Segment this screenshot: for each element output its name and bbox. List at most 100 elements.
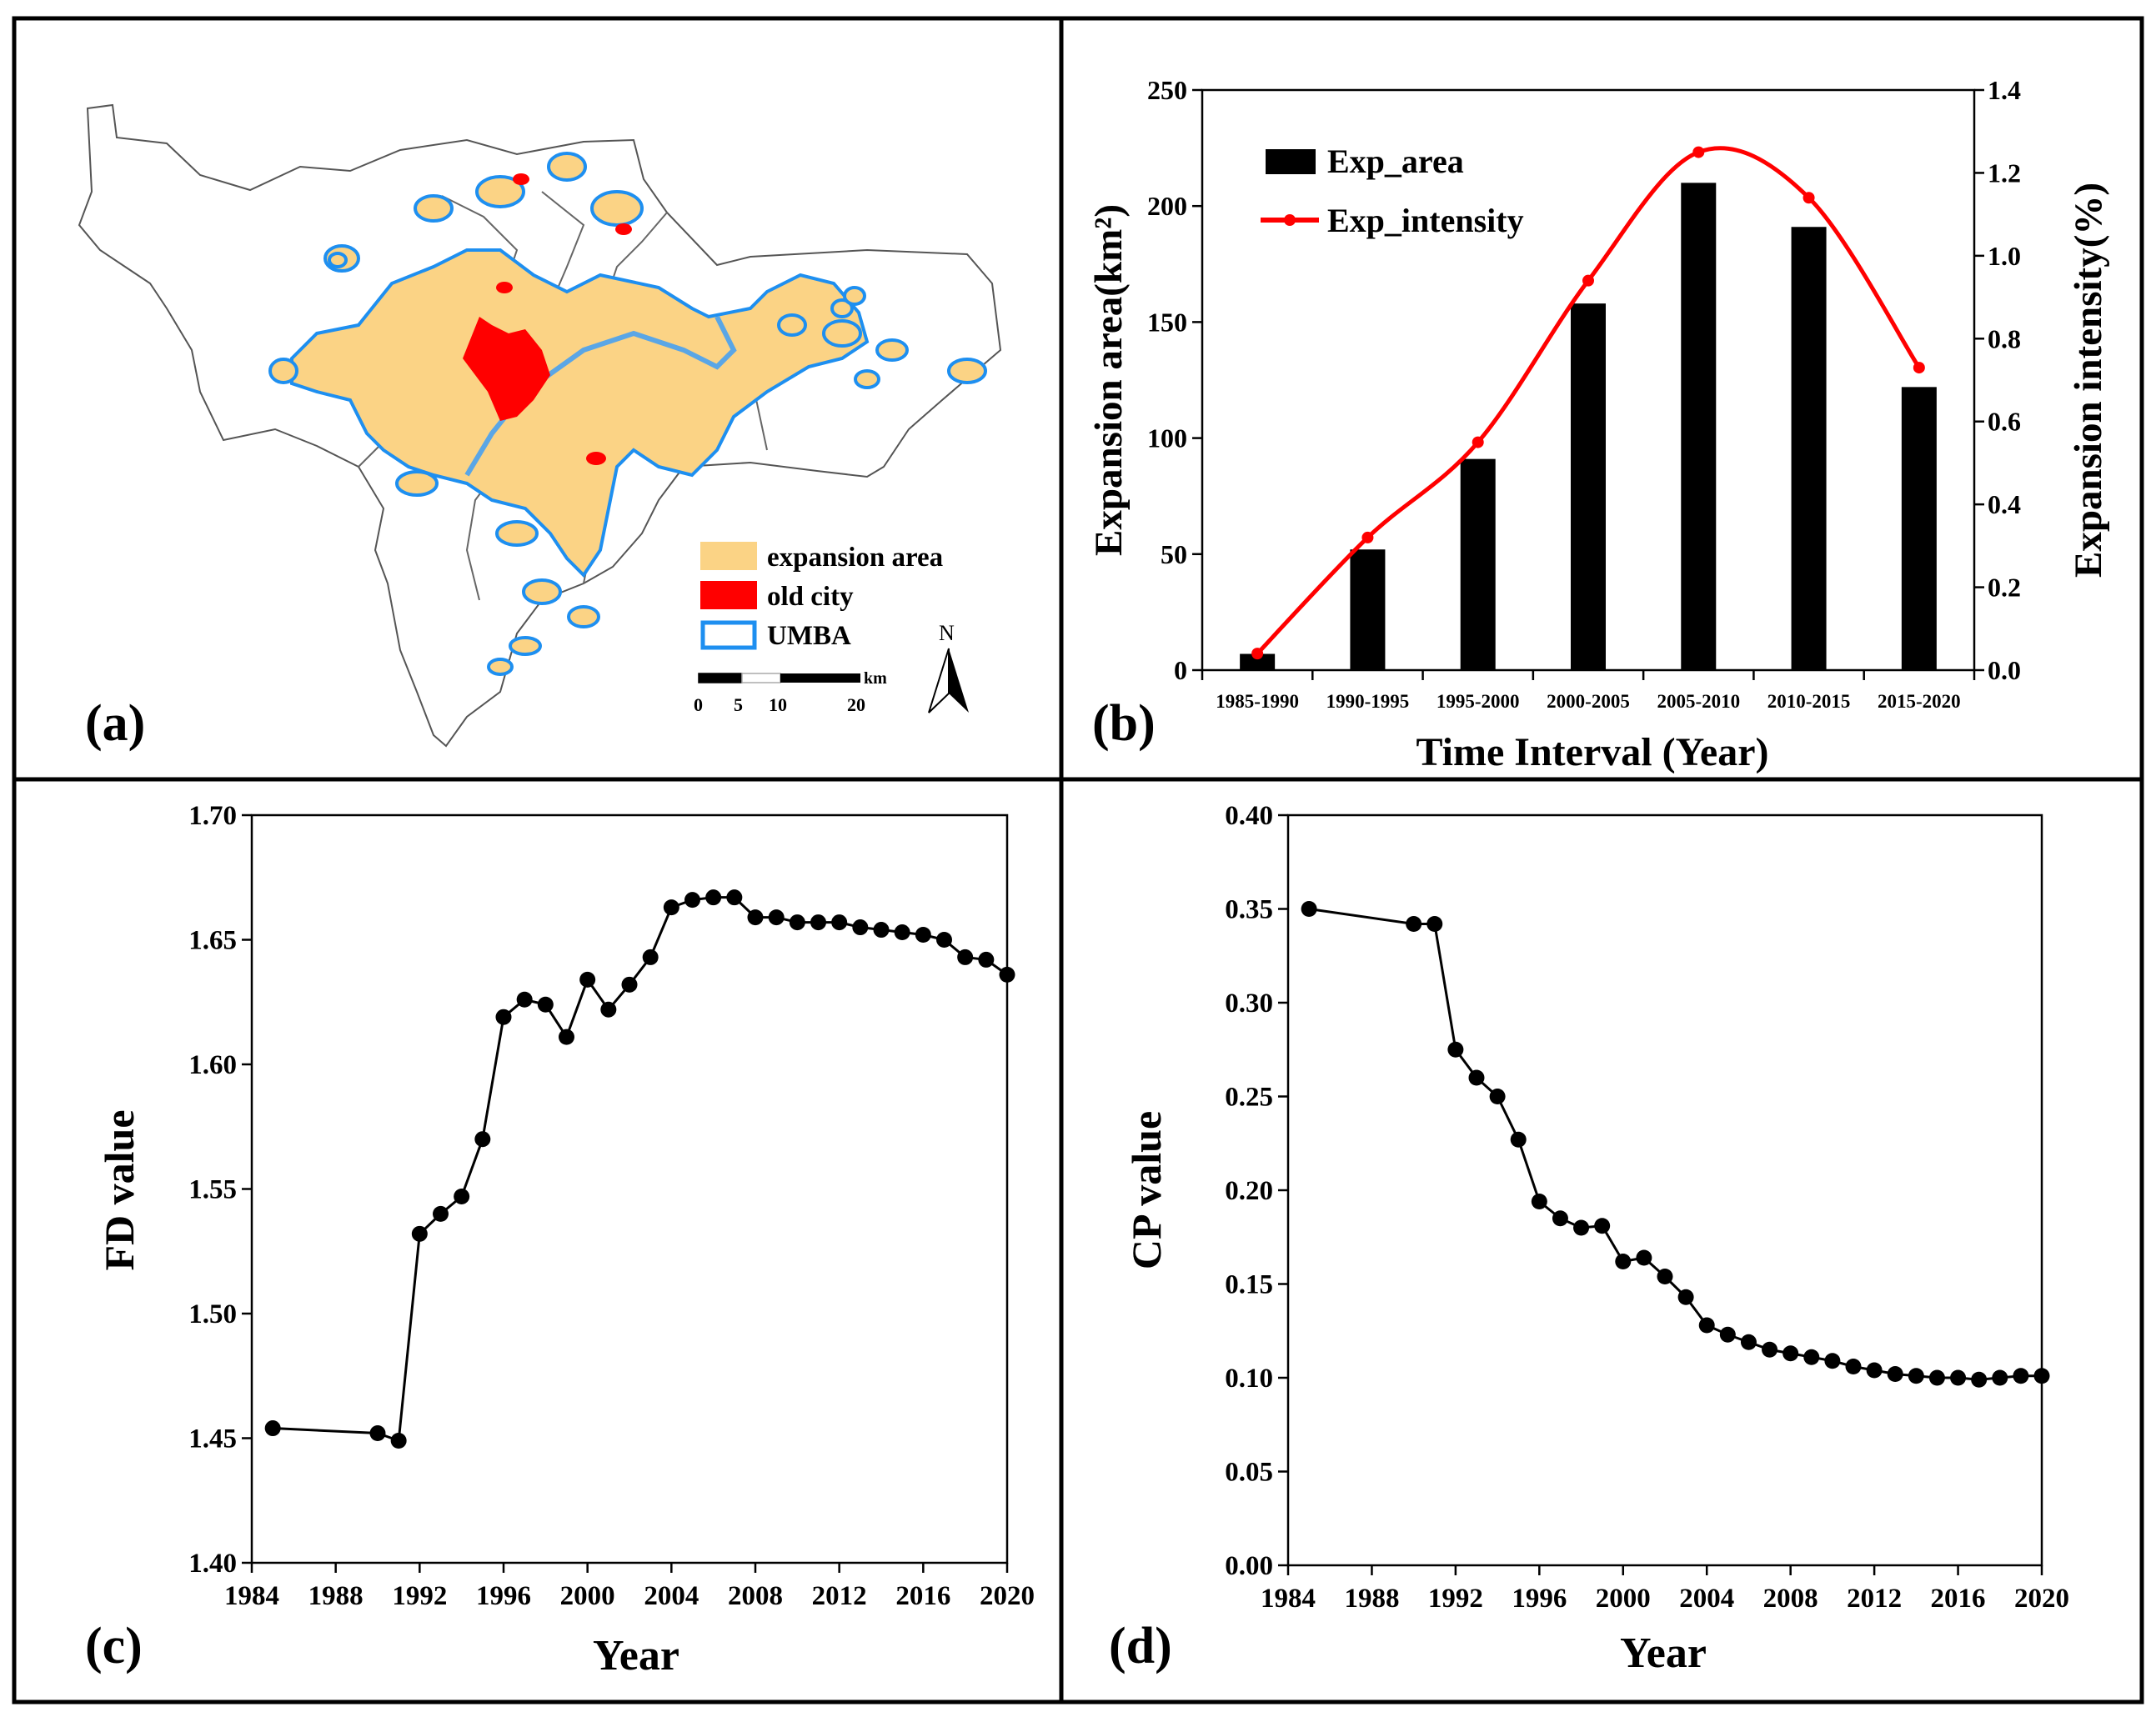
c-y-axis-title: FD value xyxy=(96,1109,143,1270)
b-intensity-point-2000-2005 xyxy=(1582,274,1594,287)
panel-d-cp-line-chart: 0.00 0.05 0.10 0.15 0.20 0.25 0.30 0.35 0.40 198… xyxy=(1109,801,2069,1677)
d-xtick-label: 2020 xyxy=(2014,1584,2069,1614)
d-ytick-label: 0.00 xyxy=(1225,1551,1273,1581)
b-xtick-label: 2005-2010 xyxy=(1657,691,1740,712)
c-xtick-label: 2004 xyxy=(644,1581,699,1611)
d-xtick-label: 1996 xyxy=(1512,1584,1567,1614)
c-ytick-label: 1.40 xyxy=(188,1549,237,1579)
c-point-1993 xyxy=(433,1205,449,1222)
b-ytick-label: 100 xyxy=(1147,423,1187,453)
d-point-2010 xyxy=(1824,1353,1841,1369)
legend-swatch-old-city xyxy=(700,581,757,609)
c-point-2017 xyxy=(936,932,952,948)
d-ytick-label: 0.15 xyxy=(1225,1270,1273,1300)
c-xtick-label: 1996 xyxy=(476,1581,531,1611)
b-y2-axis-title: Expansion intensity(%) xyxy=(2067,183,2110,578)
b-ytick-label: 200 xyxy=(1147,191,1187,221)
d-point-1994 xyxy=(1489,1089,1506,1104)
c-series-line xyxy=(273,896,1008,1443)
d-point-1990 xyxy=(1406,916,1422,932)
c-xtick-label: 1984 xyxy=(224,1581,279,1611)
d-ytick-label: 0.05 xyxy=(1225,1458,1273,1488)
b-y2tick-label: 0.0 xyxy=(1988,655,2021,685)
panel-tag-d: (d) xyxy=(1109,1618,1172,1674)
b-intensity-point-1995-2000 xyxy=(1472,436,1484,448)
north-arrow-icon: N xyxy=(928,621,969,713)
d-point-2005 xyxy=(1719,1326,1736,1343)
panel-c-fd-line-chart: 1.40 1.45 1.50 1.55 1.60 1.65 1.70 1984 1988 199… xyxy=(85,801,1035,1679)
c-point-2004 xyxy=(663,899,679,916)
d-x-axis-title: Year xyxy=(1620,1629,1707,1677)
panel-a-map: expansion area old city UMBA km 0 5 10 2… xyxy=(78,103,1002,752)
c-point-1996 xyxy=(495,1009,512,1025)
c-point-2003 xyxy=(642,949,659,965)
d-point-2004 xyxy=(1698,1317,1715,1334)
b-y-axis-title: Expansion area(km²) xyxy=(1087,204,1131,556)
panel-frames xyxy=(12,16,2144,1704)
legend-label-umba: UMBA xyxy=(767,621,851,651)
b-xtick-label: 1985-1990 xyxy=(1216,691,1299,712)
d-point-2019 xyxy=(2013,1368,2029,1384)
c-point-1998 xyxy=(537,996,554,1013)
c-point-2005 xyxy=(684,892,700,909)
c-point-2020 xyxy=(999,966,1015,983)
legend-label-old-city: old city xyxy=(767,582,854,612)
d-point-2013 xyxy=(1887,1366,1903,1382)
d-point-2001 xyxy=(1636,1249,1652,1266)
b-intensity-point-1990-1995 xyxy=(1361,531,1374,543)
b-y2tick-label: 0.6 xyxy=(1988,407,2021,437)
d-ytick-label: 0.40 xyxy=(1225,801,1273,831)
d-point-1991 xyxy=(1426,916,1443,932)
b-ytick-label: 50 xyxy=(1161,539,1187,569)
b-y2tick-label: 0.4 xyxy=(1988,489,2021,519)
d-xtick-label: 2000 xyxy=(1596,1584,1651,1614)
c-point-2011 xyxy=(810,914,826,931)
d-ytick-label: 0.35 xyxy=(1225,895,1273,925)
d-xtick-label: 1988 xyxy=(1344,1584,1399,1614)
b-y2tick-label: 0.8 xyxy=(1988,323,2021,353)
panel-tag-c: (c) xyxy=(85,1618,143,1674)
umba-patches xyxy=(268,152,987,676)
d-point-2008 xyxy=(1782,1345,1799,1362)
d-point-2016 xyxy=(1950,1369,1967,1386)
outer-frame xyxy=(12,16,2144,1704)
plot-frame-d xyxy=(1286,813,2043,1567)
c-ytick-label: 1.55 xyxy=(188,1175,237,1205)
d-xtick-label: 2012 xyxy=(1847,1584,1902,1614)
d-point-2009 xyxy=(1803,1349,1820,1365)
scale-unit: km xyxy=(864,669,887,688)
b-bar-1985-1990 xyxy=(1240,653,1276,670)
d-y-axis-title: CP value xyxy=(1123,1111,1170,1269)
c-point-2001 xyxy=(600,1001,617,1018)
c-ytick-label: 1.65 xyxy=(188,926,237,956)
c-xtick-label: 1992 xyxy=(392,1581,447,1611)
c-point-2007 xyxy=(726,889,743,906)
old-city-patches xyxy=(463,173,632,465)
d-xtick-label: 1992 xyxy=(1428,1584,1483,1614)
d-ytick-label: 0.25 xyxy=(1225,1083,1273,1113)
scale-tick-5: 5 xyxy=(734,694,743,715)
c-point-1997 xyxy=(516,991,533,1008)
scale-tick-0: 0 xyxy=(694,694,703,715)
b-bar-1995-2000 xyxy=(1460,458,1496,670)
b-intensity-point-2010-2015 xyxy=(1803,192,1815,204)
b-legend-label-intensity: Exp_intensity xyxy=(1327,202,1524,239)
d-point-2011 xyxy=(1845,1359,1862,1374)
c-point-2012 xyxy=(831,914,848,931)
c-point-2013 xyxy=(852,919,869,936)
c-point-2010 xyxy=(789,914,805,931)
c-point-2016 xyxy=(915,927,931,944)
c-point-2002 xyxy=(621,976,638,993)
c-point-1992 xyxy=(411,1225,428,1242)
d-point-2003 xyxy=(1677,1289,1694,1305)
c-point-1995 xyxy=(474,1131,491,1148)
legend-label-expansion: expansion area xyxy=(767,543,943,573)
scale-bar: km 0 5 10 20 xyxy=(694,669,887,715)
c-xtick-label: 2012 xyxy=(812,1581,867,1611)
b-ytick-label: 150 xyxy=(1147,307,1187,337)
c-point-2006 xyxy=(705,889,722,906)
d-point-1996 xyxy=(1531,1194,1547,1209)
b-intensity-point-2015-2020 xyxy=(1913,362,1925,374)
c-ytick-label: 1.50 xyxy=(188,1299,237,1329)
c-point-1991 xyxy=(390,1432,407,1449)
